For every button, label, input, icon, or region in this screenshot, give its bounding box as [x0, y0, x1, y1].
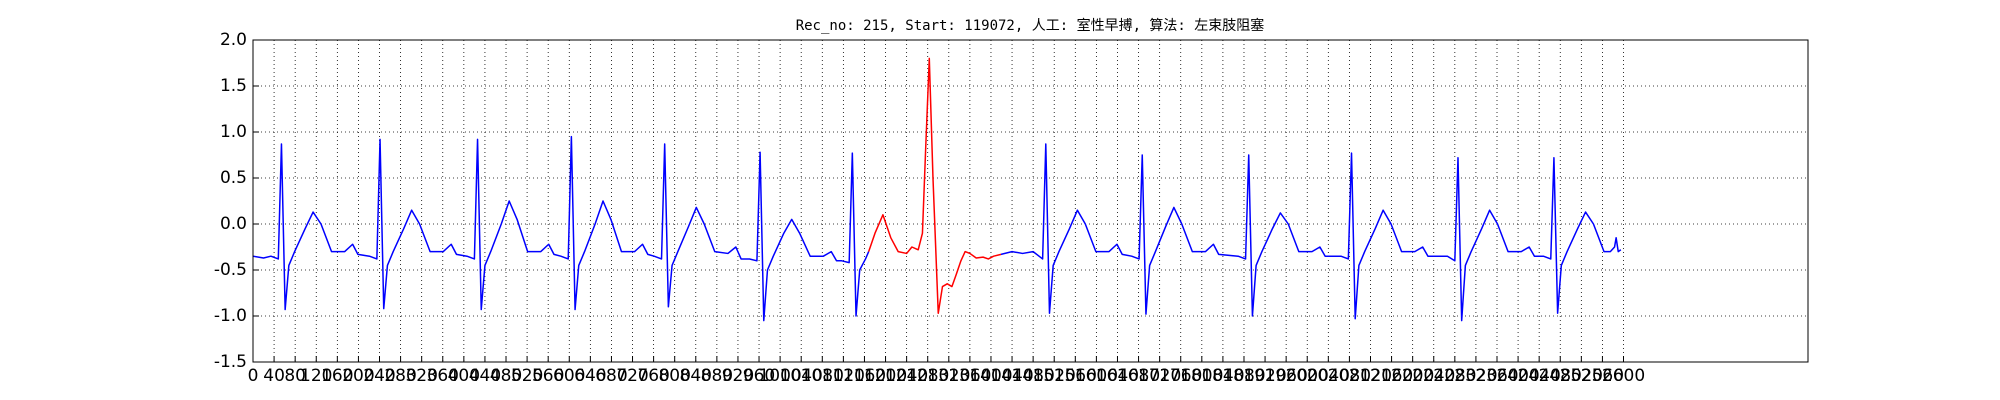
x-tick-label: 800: [658, 366, 690, 386]
y-tick-label: 0.0: [220, 214, 247, 234]
x-tick-label: 1640: [1096, 366, 1139, 386]
y-tick-label: -1.0: [214, 306, 247, 326]
x-tick-label: 1520: [1033, 366, 1076, 386]
x-tick-label: 1400: [969, 366, 1012, 386]
x-tick-label: 1440: [990, 366, 1033, 386]
x-tick-label: 2600: [1602, 366, 1645, 386]
x-tick-label: 480: [490, 366, 522, 386]
x-tick-label: 840: [680, 366, 712, 386]
y-tick-label: 1.5: [220, 76, 247, 96]
x-tick-label: 920: [722, 366, 754, 386]
x-tick-label: 2480: [1539, 366, 1582, 386]
x-tick-label: 120: [300, 366, 332, 386]
x-tick-label: 80: [284, 366, 306, 386]
x-tick-label: 520: [511, 366, 543, 386]
x-tick-label: 1880: [1222, 366, 1265, 386]
x-tick-label: 1480: [1012, 366, 1055, 386]
ecg-line: [252, 135, 870, 322]
x-tick-label: 1920: [1243, 366, 1286, 386]
x-tick-label: 160: [321, 366, 353, 386]
x-tick-label: 1760: [1159, 366, 1202, 386]
x-tick-label: 680: [595, 366, 627, 386]
ecg-line: [1000, 143, 1622, 322]
x-tick-label: 280: [384, 366, 416, 386]
x-tick-label: 320: [405, 366, 437, 386]
x-tick-label: 2160: [1370, 366, 1413, 386]
x-tick-label: 1960: [1265, 366, 1308, 386]
x-tick-label: 760: [637, 366, 669, 386]
x-tick-label: 1320: [927, 366, 970, 386]
x-tick-label: 1680: [1117, 366, 1160, 386]
x-tick-label: 2080: [1328, 366, 1371, 386]
x-tick-label: 640: [574, 366, 606, 386]
x-tick-label: 2520: [1560, 366, 1603, 386]
x-tick-label: 1160: [843, 366, 886, 386]
x-tick-label: 1360: [948, 366, 991, 386]
x-tick-label: 440: [469, 366, 501, 386]
x-tick-label: 960: [743, 366, 775, 386]
x-tick-label: 200: [342, 366, 374, 386]
y-tick-label: -1.5: [214, 352, 247, 372]
x-tick-label: 720: [616, 366, 648, 386]
x-tick-label: 1120: [822, 366, 865, 386]
plot-frame: [252, 39, 1809, 363]
x-tick-label: 1000: [758, 366, 801, 386]
x-tick-label: 0: [248, 366, 259, 386]
x-tick-label: 2400: [1496, 366, 1539, 386]
x-tick-label: 2280: [1433, 366, 1476, 386]
y-tick-label: 1.0: [220, 122, 247, 142]
ecg-line: [867, 57, 1002, 314]
x-tick-label: 2120: [1349, 366, 1392, 386]
y-tick-label: 0.5: [220, 168, 247, 188]
x-tick-label: 2240: [1412, 366, 1455, 386]
y-tick-label: -0.5: [214, 260, 247, 280]
x-tick-label: 880: [701, 366, 733, 386]
x-tick-label: 40: [263, 366, 285, 386]
x-tick-label: 1840: [1201, 366, 1244, 386]
x-tick-label: 1200: [864, 366, 907, 386]
x-tick-label: 1080: [801, 366, 844, 386]
x-tick-label: 2320: [1454, 366, 1497, 386]
x-tick-label: 1280: [906, 366, 949, 386]
x-tick-label: 600: [553, 366, 585, 386]
x-tick-label: 240: [363, 366, 395, 386]
x-tick-label: 2560: [1581, 366, 1624, 386]
x-tick-label: 400: [448, 366, 480, 386]
x-tick-label: 2200: [1391, 366, 1434, 386]
x-tick-label: 1720: [1138, 366, 1181, 386]
x-tick-label: 1600: [1075, 366, 1118, 386]
y-tick-label: 2.0: [220, 30, 247, 50]
x-tick-label: 2000: [1286, 366, 1329, 386]
x-tick-label: 2440: [1518, 366, 1561, 386]
x-tick-label: 1040: [780, 366, 823, 386]
x-tick-label: 360: [427, 366, 459, 386]
x-tick-label: 1240: [885, 366, 928, 386]
x-tick-label: 2040: [1307, 366, 1350, 386]
x-tick-label: 1800: [1180, 366, 1223, 386]
x-tick-label: 560: [532, 366, 564, 386]
chart-title: Rec_no: 215, Start: 119072, 人工: 室性早搏, 算法…: [796, 17, 1265, 34]
x-tick-label: 2360: [1475, 366, 1518, 386]
x-tick-label: 1560: [1054, 366, 1097, 386]
